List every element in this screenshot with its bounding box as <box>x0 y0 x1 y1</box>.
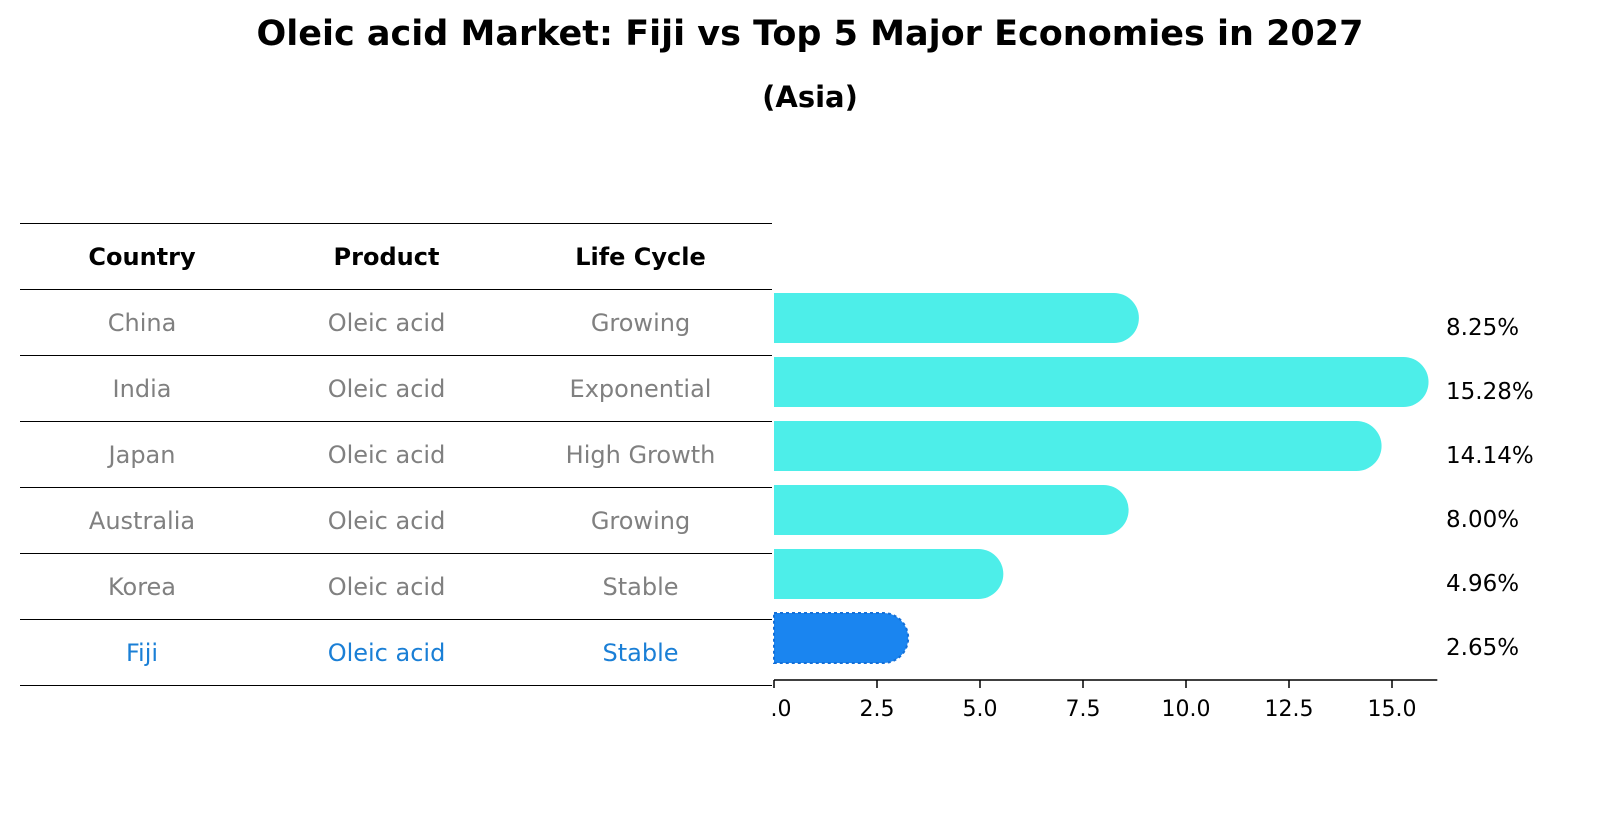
header-life-cycle: Life Cycle <box>509 223 772 290</box>
cell-country: Japan <box>20 421 264 488</box>
value-label-australia: 8.00% <box>1446 507 1519 533</box>
value-labels-group: 8.25% 15.28% 14.14% 8.00% 4.96% 2.65% <box>1446 315 1534 661</box>
table-row-highlight: Fiji Oleic acid Stable <box>20 619 772 686</box>
cell-life-cycle: Exponential <box>509 355 772 422</box>
cell-product: Oleic acid <box>264 487 509 554</box>
x-tick-label: 7.5 <box>1066 697 1101 722</box>
cell-product: Oleic acid <box>264 289 509 356</box>
cell-product: Oleic acid <box>264 355 509 422</box>
cell-life-cycle: Stable <box>509 619 772 686</box>
table-header-row: Country Product Life Cycle <box>20 223 772 290</box>
chart-title: Oleic acid Market: Fiji vs Top 5 Major E… <box>256 14 1364 54</box>
cell-product: Oleic acid <box>264 619 509 686</box>
cell-country: China <box>20 289 264 356</box>
x-tick-label: 0.0 <box>770 697 792 722</box>
x-tick-label: 12.5 <box>1265 697 1314 722</box>
table-row: India Oleic acid Exponential <box>20 355 772 422</box>
bar-india <box>774 357 1429 407</box>
x-tick-label: 15.0 <box>1368 697 1417 722</box>
bar-korea <box>774 549 1004 599</box>
x-tick-label: 5.0 <box>963 697 998 722</box>
cell-country: India <box>20 355 264 422</box>
value-label-japan: 14.14% <box>1446 443 1534 469</box>
chart-subtitle: (Asia) <box>762 80 858 114</box>
bars-group <box>773 293 1429 664</box>
value-label-fiji: 2.65% <box>1446 635 1519 661</box>
bar-australia <box>774 485 1129 535</box>
header-country: Country <box>20 223 264 290</box>
table-row: Australia Oleic acid Growing <box>20 487 772 554</box>
x-tick-label: 2.5 <box>860 697 895 722</box>
value-label-india: 15.28% <box>1446 379 1534 405</box>
table-row: Korea Oleic acid Stable <box>20 553 772 620</box>
cell-life-cycle: Growing <box>509 289 772 356</box>
bar-chart: 8.25% 15.28% 14.14% 8.00% 4.96% 2.65% 0.0 2.5 5… <box>770 293 1534 722</box>
bar-china <box>774 293 1139 343</box>
value-label-korea: 4.96% <box>1446 571 1519 597</box>
cell-country: Australia <box>20 487 264 554</box>
cell-life-cycle: High Growth <box>509 421 772 488</box>
cell-life-cycle: Growing <box>509 487 772 554</box>
x-axis: 0.0 2.5 5.0 7.5 10.0 12.5 15.0 <box>770 679 1438 722</box>
cell-product: Oleic acid <box>264 421 509 488</box>
value-label-china: 8.25% <box>1446 315 1519 341</box>
x-tick-label: 10.0 <box>1162 697 1211 722</box>
bar-fiji <box>773 612 910 664</box>
cell-country: Fiji <box>20 619 264 686</box>
header-product: Product <box>264 223 509 290</box>
table-row: China Oleic acid Growing <box>20 289 772 356</box>
table-row: Japan Oleic acid High Growth <box>20 421 772 488</box>
cell-life-cycle: Stable <box>509 553 772 620</box>
data-table: Country Product Life Cycle China Oleic a… <box>20 223 772 686</box>
cell-product: Oleic acid <box>264 553 509 620</box>
bar-japan <box>774 421 1382 471</box>
cell-country: Korea <box>20 553 264 620</box>
